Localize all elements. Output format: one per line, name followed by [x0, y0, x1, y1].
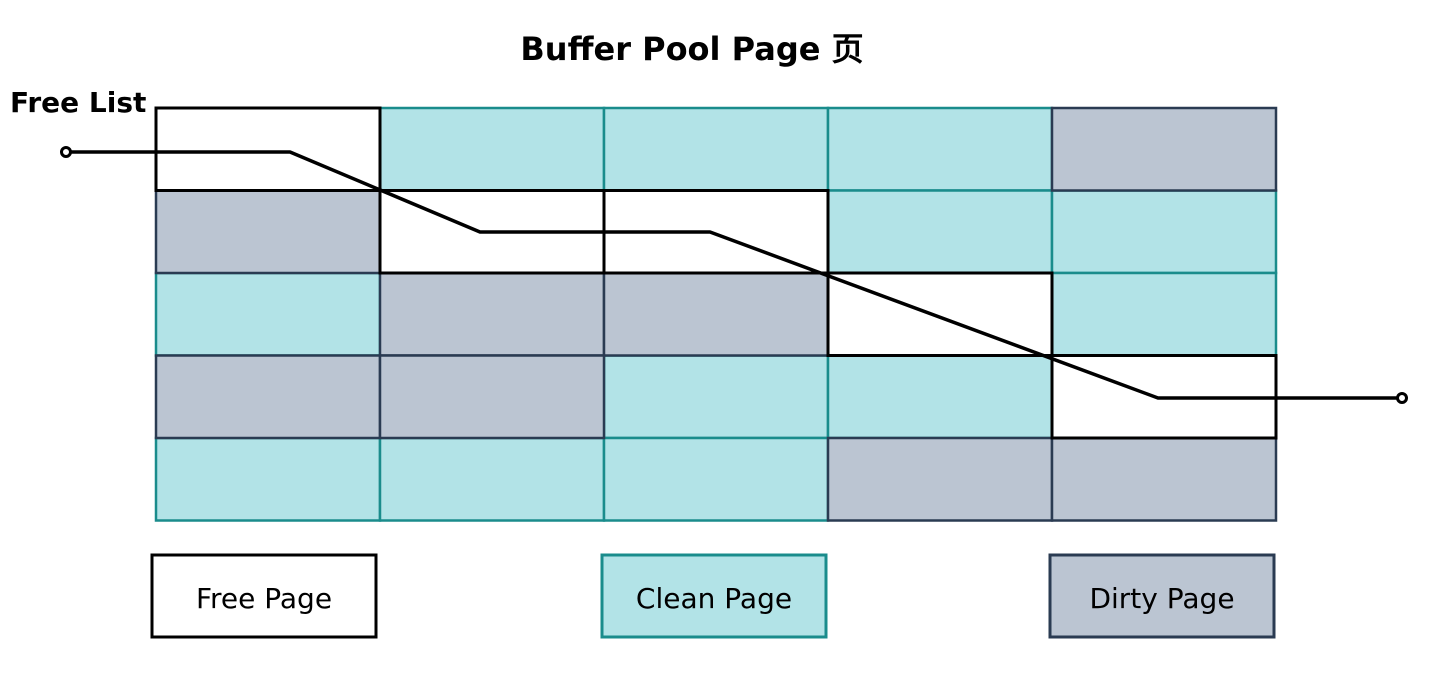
dirty-page-cell	[1050, 106, 1278, 192]
dirty-page-cell	[378, 271, 606, 357]
clean-page-cell	[826, 106, 1054, 192]
clean-page-cell	[602, 106, 830, 192]
free-list-start-node	[60, 146, 72, 158]
dirty-page-cell	[154, 189, 382, 275]
clean-page-cell	[602, 436, 830, 522]
page-grid	[154, 106, 1278, 522]
dirty-page-cell	[602, 271, 830, 357]
free-list-end-node	[1396, 392, 1408, 404]
legend: Free Page Clean Page Dirty Page	[150, 553, 1276, 639]
clean-page-cell	[1050, 271, 1278, 357]
legend-free-label: Free Page	[196, 582, 332, 615]
legend-free-swatch	[150, 553, 378, 639]
dirty-page-cell	[378, 354, 606, 440]
clean-page-cell	[378, 436, 606, 522]
free-list-line	[66, 150, 1402, 400]
clean-page-cell	[378, 106, 606, 192]
free-page-cell	[154, 106, 382, 192]
diagram-title: Buffer Pool Page 页	[520, 30, 863, 68]
dirty-page-cell	[826, 436, 1054, 522]
clean-page-cell	[154, 436, 382, 522]
legend-clean-label: Clean Page	[636, 582, 792, 615]
dirty-page-cell	[1050, 436, 1278, 522]
clean-page-cell	[1050, 189, 1278, 275]
dirty-page-cell	[154, 354, 382, 440]
free-list-label: Free List	[10, 86, 146, 119]
clean-page-cell	[154, 271, 382, 357]
clean-page-cell	[826, 189, 1054, 275]
clean-page-cell	[826, 354, 1054, 440]
legend-dirty-swatch	[1048, 553, 1276, 639]
free-page-cell	[826, 271, 1054, 357]
legend-dirty-label: Dirty Page	[1089, 582, 1234, 615]
clean-page-cell	[602, 354, 830, 440]
legend-clean-swatch	[600, 553, 828, 639]
